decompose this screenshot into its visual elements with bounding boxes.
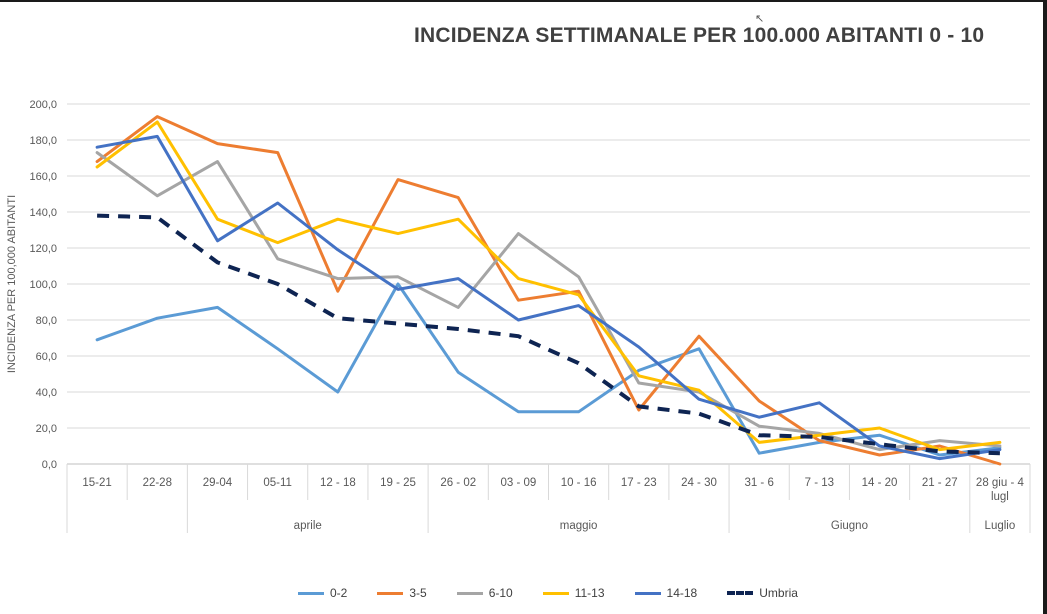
legend-label: 3-5 (409, 586, 427, 600)
y-tick-label: 80,0 (36, 315, 57, 327)
line-chart: 0,0 20,0 40,0 60,0 80,0 100,0 120,0 140,0 160,0 1… (6, 99, 1031, 533)
x-tick-label: 28 giu - 4 lugl (976, 477, 1025, 503)
chart-title: INCIDENZA SETTIMANALE PER 100.000 ABITAN… (414, 24, 985, 47)
legend-swatch (634, 591, 661, 595)
x-tick-label: 29-04 (203, 477, 233, 489)
month-label: Luglio (985, 520, 1016, 532)
x-tick-label: 7 - 13 (805, 477, 834, 489)
x-tick-label: 22-28 (143, 477, 172, 489)
x-tick-label: 15-21 (82, 477, 111, 489)
legend-label: 0-2 (330, 586, 348, 600)
series-line-11-13 (95, 120, 1002, 452)
legend-item: Umbria (727, 586, 798, 600)
x-tick-label: 05-11 (263, 477, 292, 489)
grid-lines (67, 103, 1030, 465)
x-axis: 15-21 22-28 29-04 05-11 12 - 18 19 - 25 26 - 0… (66, 464, 1031, 533)
window-top-border (0, 0, 1047, 2)
x-tick-label: 26 - 02 (440, 477, 476, 489)
series-line-14-18 (95, 134, 1002, 461)
legend-swatch (542, 591, 569, 595)
window-right-border (1043, 0, 1047, 614)
series-line-umbria (97, 213, 1000, 456)
y-tick-label: 200,0 (29, 99, 57, 111)
month-label: aprile (294, 520, 322, 532)
y-axis-label: INCIDENZA PER 100,000 ABITANTI (6, 195, 18, 373)
series-line-6-10 (95, 151, 1002, 452)
series-line-3-5 (95, 115, 1002, 466)
y-tick-label: 0,0 (42, 459, 57, 471)
y-tick-label: 60,0 (36, 351, 57, 363)
x-tick-label: 03 - 09 (501, 477, 537, 489)
data-series (95, 115, 1002, 466)
legend-label: Umbria (759, 586, 798, 600)
legend-swatch (456, 591, 483, 595)
x-tick-label: 31 - 6 (744, 477, 773, 489)
x-tick-label: 17 - 23 (621, 477, 657, 489)
legend-item: 3-5 (377, 586, 427, 600)
y-tick-label: 40,0 (36, 387, 57, 399)
y-tick-label: 180,0 (29, 135, 57, 147)
y-axis-ticks: 0,0 20,0 40,0 60,0 80,0 100,0 120,0 140,0 160,0 1… (29, 99, 57, 471)
month-label: Giugno (831, 520, 868, 532)
y-tick-label: 120,0 (29, 243, 57, 255)
legend-item: 14-18 (634, 586, 698, 600)
legend-label: 6-10 (488, 586, 513, 600)
legend-swatch (377, 591, 404, 595)
y-tick-label: 160,0 (29, 171, 57, 183)
legend-item: 6-10 (456, 586, 513, 600)
legend-swatch (727, 591, 754, 595)
legend-item: 0-2 (298, 586, 347, 600)
x-tick-label: 21 - 27 (922, 477, 958, 489)
legend-item: 11-13 (542, 586, 605, 600)
month-label: maggio (560, 520, 598, 532)
x-tick-label: 24 - 30 (681, 477, 717, 489)
legend-swatch (298, 591, 324, 595)
x-tick-label: 12 - 18 (320, 477, 356, 489)
y-tick-label: 140,0 (29, 207, 57, 219)
y-tick-label: 20,0 (36, 423, 57, 435)
legend: 0-2 3-5 6-10 11-13 14-18 Umbria (298, 586, 798, 600)
legend-label: 14-18 (666, 586, 698, 600)
x-tick-label: 14 - 20 (862, 477, 898, 489)
mouse-pointer-icon: ↖ (755, 13, 765, 25)
y-tick-label: 100,0 (29, 279, 57, 291)
x-tick-label: 10 - 16 (561, 477, 597, 489)
legend-label: 11-13 (574, 586, 605, 600)
x-tick-label: 19 - 25 (380, 477, 416, 489)
